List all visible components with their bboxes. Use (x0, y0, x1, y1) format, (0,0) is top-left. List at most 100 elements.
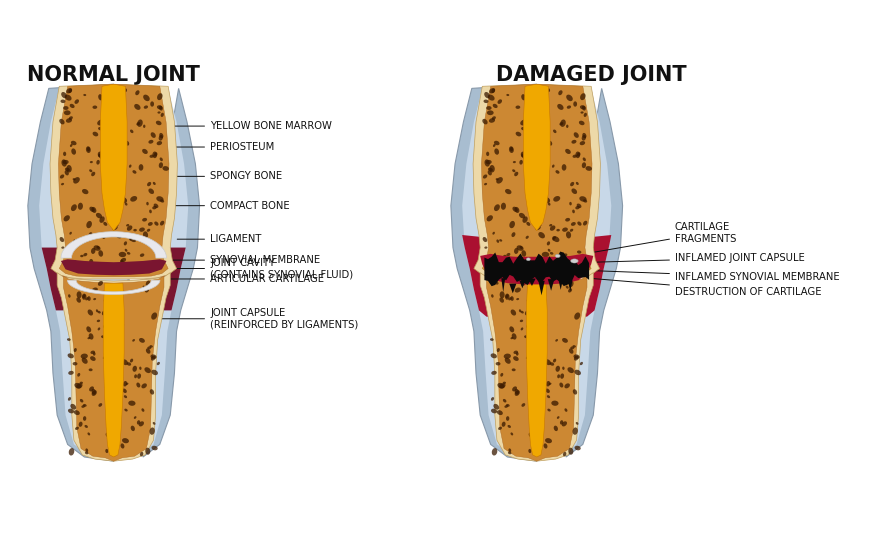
Ellipse shape (116, 315, 119, 320)
Ellipse shape (139, 422, 144, 426)
Ellipse shape (130, 359, 133, 362)
Ellipse shape (115, 293, 119, 297)
Ellipse shape (511, 333, 517, 339)
Ellipse shape (537, 444, 542, 448)
Text: DESTRUCTION OF CARTILAGE: DESTRUCTION OF CARTILAGE (585, 278, 822, 296)
Ellipse shape (494, 404, 499, 410)
Ellipse shape (491, 353, 497, 358)
Ellipse shape (560, 382, 563, 388)
Ellipse shape (69, 232, 72, 235)
Ellipse shape (151, 132, 156, 138)
Ellipse shape (129, 164, 132, 168)
Ellipse shape (552, 164, 554, 168)
Ellipse shape (79, 382, 83, 384)
Ellipse shape (93, 105, 97, 109)
Ellipse shape (580, 362, 583, 365)
Ellipse shape (113, 140, 118, 143)
Ellipse shape (508, 297, 511, 300)
Ellipse shape (495, 178, 499, 180)
Ellipse shape (508, 452, 511, 454)
Ellipse shape (130, 236, 136, 242)
Ellipse shape (71, 281, 76, 285)
Ellipse shape (527, 296, 532, 303)
Ellipse shape (70, 404, 76, 410)
Ellipse shape (157, 105, 162, 110)
Ellipse shape (570, 182, 574, 186)
Ellipse shape (133, 366, 137, 372)
Ellipse shape (89, 387, 94, 391)
Ellipse shape (80, 255, 84, 257)
Ellipse shape (547, 241, 550, 245)
Ellipse shape (524, 335, 528, 338)
Ellipse shape (570, 259, 578, 263)
Ellipse shape (537, 445, 540, 448)
Ellipse shape (553, 196, 560, 202)
Ellipse shape (61, 99, 65, 103)
Ellipse shape (544, 178, 546, 182)
Ellipse shape (521, 281, 526, 286)
Ellipse shape (552, 237, 554, 241)
Ellipse shape (566, 231, 571, 238)
Ellipse shape (85, 452, 88, 454)
Ellipse shape (510, 326, 514, 332)
Ellipse shape (89, 259, 94, 265)
Ellipse shape (496, 260, 501, 266)
Ellipse shape (508, 425, 511, 428)
Ellipse shape (82, 358, 87, 364)
Ellipse shape (65, 95, 71, 100)
Ellipse shape (140, 253, 144, 257)
Ellipse shape (491, 294, 494, 297)
Ellipse shape (162, 166, 169, 171)
Ellipse shape (83, 404, 86, 407)
Ellipse shape (512, 169, 515, 172)
Ellipse shape (93, 352, 95, 355)
Ellipse shape (532, 288, 535, 292)
Ellipse shape (160, 221, 164, 226)
Polygon shape (510, 284, 517, 293)
Ellipse shape (535, 182, 537, 185)
Ellipse shape (120, 258, 127, 263)
Ellipse shape (74, 410, 80, 415)
Ellipse shape (147, 182, 151, 186)
Ellipse shape (484, 92, 490, 98)
Ellipse shape (152, 151, 157, 158)
Ellipse shape (120, 197, 127, 203)
Ellipse shape (154, 250, 159, 253)
Ellipse shape (521, 250, 527, 257)
Ellipse shape (159, 106, 163, 111)
Ellipse shape (550, 226, 555, 231)
Ellipse shape (82, 294, 86, 300)
Ellipse shape (152, 422, 156, 425)
Ellipse shape (538, 232, 545, 238)
Ellipse shape (513, 161, 516, 163)
Ellipse shape (73, 260, 78, 266)
Polygon shape (103, 283, 124, 457)
Ellipse shape (565, 408, 568, 412)
Ellipse shape (86, 326, 91, 332)
Ellipse shape (521, 154, 526, 158)
Ellipse shape (573, 389, 577, 395)
Polygon shape (538, 281, 544, 295)
Ellipse shape (61, 246, 64, 249)
Ellipse shape (78, 202, 83, 210)
Ellipse shape (514, 172, 519, 176)
Ellipse shape (124, 395, 127, 398)
Ellipse shape (527, 222, 530, 226)
Text: INFLAMED JOINT CAPSULE: INFLAMED JOINT CAPSULE (596, 253, 805, 263)
Ellipse shape (500, 373, 503, 376)
Ellipse shape (143, 218, 147, 222)
Ellipse shape (497, 383, 504, 389)
Ellipse shape (532, 382, 536, 385)
Ellipse shape (124, 265, 127, 268)
Ellipse shape (504, 405, 508, 408)
Ellipse shape (575, 446, 581, 451)
Ellipse shape (569, 202, 572, 205)
Ellipse shape (563, 253, 568, 257)
Ellipse shape (484, 183, 487, 185)
Ellipse shape (127, 252, 130, 255)
Ellipse shape (485, 159, 490, 166)
Ellipse shape (150, 389, 154, 395)
Ellipse shape (509, 448, 511, 452)
Ellipse shape (100, 155, 106, 159)
Ellipse shape (536, 127, 542, 132)
